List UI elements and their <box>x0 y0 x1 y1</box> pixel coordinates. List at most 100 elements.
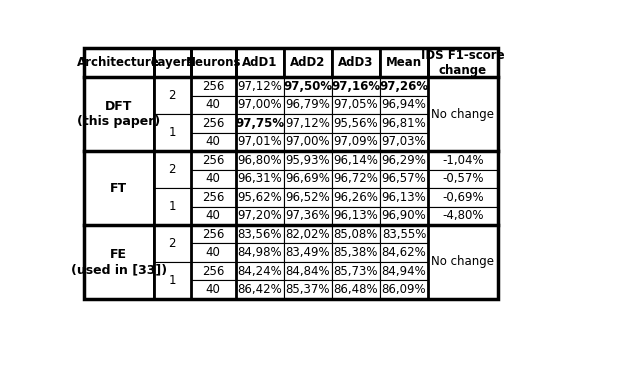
Text: -1,04%: -1,04% <box>442 154 484 167</box>
Bar <box>191 280 236 299</box>
Bar <box>84 225 154 299</box>
Text: 97,09%: 97,09% <box>333 135 378 148</box>
Text: 97,00%: 97,00% <box>285 135 330 148</box>
Bar <box>191 188 236 207</box>
Bar <box>332 77 380 96</box>
Text: 97,20%: 97,20% <box>237 209 282 222</box>
Bar <box>284 280 332 299</box>
Bar <box>284 151 332 170</box>
Bar <box>332 151 380 170</box>
Text: 95,93%: 95,93% <box>285 154 330 167</box>
Bar <box>380 170 428 188</box>
Bar <box>284 207 332 225</box>
Text: 1: 1 <box>168 200 176 213</box>
Bar <box>284 114 332 132</box>
Bar <box>380 48 428 77</box>
Bar <box>380 243 428 262</box>
Text: AdD2: AdD2 <box>290 56 326 69</box>
Bar <box>236 77 284 96</box>
Bar <box>236 188 284 207</box>
Bar <box>236 132 284 151</box>
Bar <box>332 225 380 243</box>
Bar <box>191 132 236 151</box>
Text: 83,55%: 83,55% <box>382 228 426 241</box>
Bar <box>332 243 380 262</box>
Text: -4,80%: -4,80% <box>442 209 484 222</box>
Text: 96,52%: 96,52% <box>285 191 330 204</box>
Bar <box>84 48 498 299</box>
Text: 256: 256 <box>202 154 225 167</box>
Bar <box>332 48 380 77</box>
Text: 97,05%: 97,05% <box>333 98 378 111</box>
Bar <box>332 170 380 188</box>
Bar <box>380 151 428 170</box>
Bar <box>332 114 380 132</box>
Text: 95,62%: 95,62% <box>237 191 282 204</box>
Text: 96,69%: 96,69% <box>285 172 330 185</box>
Text: 97,75%: 97,75% <box>236 117 284 130</box>
Text: 96,57%: 96,57% <box>381 172 426 185</box>
Bar <box>236 243 284 262</box>
Bar <box>84 48 154 77</box>
Bar <box>332 96 380 114</box>
Bar <box>332 262 380 280</box>
Text: -0,57%: -0,57% <box>442 172 484 185</box>
Text: 97,50%: 97,50% <box>284 80 332 93</box>
Text: 40: 40 <box>206 172 221 185</box>
Bar <box>236 48 284 77</box>
Text: 97,12%: 97,12% <box>285 117 330 130</box>
Bar <box>154 188 191 225</box>
Bar <box>236 225 284 243</box>
Text: 97,01%: 97,01% <box>237 135 282 148</box>
Text: -0,69%: -0,69% <box>442 191 484 204</box>
Text: No change: No change <box>431 255 494 268</box>
Bar <box>236 262 284 280</box>
Text: 96,29%: 96,29% <box>381 154 426 167</box>
Text: Neurons: Neurons <box>186 56 241 69</box>
Text: 95,56%: 95,56% <box>333 117 378 130</box>
Text: 86,09%: 86,09% <box>381 283 426 296</box>
Bar <box>154 48 191 77</box>
Bar <box>284 243 332 262</box>
Bar <box>236 96 284 114</box>
Bar <box>236 170 284 188</box>
Text: 256: 256 <box>202 117 225 130</box>
Text: 84,84%: 84,84% <box>285 265 330 278</box>
Bar <box>332 188 380 207</box>
Bar <box>154 225 191 262</box>
Bar <box>191 262 236 280</box>
Bar <box>428 170 498 188</box>
Text: IDS F1-score
change: IDS F1-score change <box>421 48 505 77</box>
Bar <box>236 114 284 132</box>
Bar <box>380 207 428 225</box>
Text: 96,80%: 96,80% <box>237 154 282 167</box>
Text: Layers: Layers <box>150 56 194 69</box>
Text: 256: 256 <box>202 191 225 204</box>
Bar <box>284 225 332 243</box>
Bar <box>428 207 498 225</box>
Text: Mean: Mean <box>386 56 422 69</box>
Bar <box>284 48 332 77</box>
Text: 97,03%: 97,03% <box>381 135 426 148</box>
Bar <box>428 48 498 77</box>
Text: 2: 2 <box>168 163 176 176</box>
Bar <box>191 48 236 77</box>
Bar <box>191 114 236 132</box>
Text: 40: 40 <box>206 98 221 111</box>
Text: 256: 256 <box>202 80 225 93</box>
Text: 1: 1 <box>168 126 176 139</box>
Bar <box>236 207 284 225</box>
Bar <box>154 114 191 151</box>
Bar <box>191 151 236 170</box>
Bar <box>191 170 236 188</box>
Text: 86,48%: 86,48% <box>333 283 378 296</box>
Text: 40: 40 <box>206 246 221 259</box>
Bar <box>154 151 191 188</box>
Bar <box>428 77 498 151</box>
Bar <box>380 188 428 207</box>
Text: 97,00%: 97,00% <box>237 98 282 111</box>
Text: 96,72%: 96,72% <box>333 172 378 185</box>
Text: 85,38%: 85,38% <box>333 246 378 259</box>
Bar <box>380 262 428 280</box>
Text: 2: 2 <box>168 89 176 102</box>
